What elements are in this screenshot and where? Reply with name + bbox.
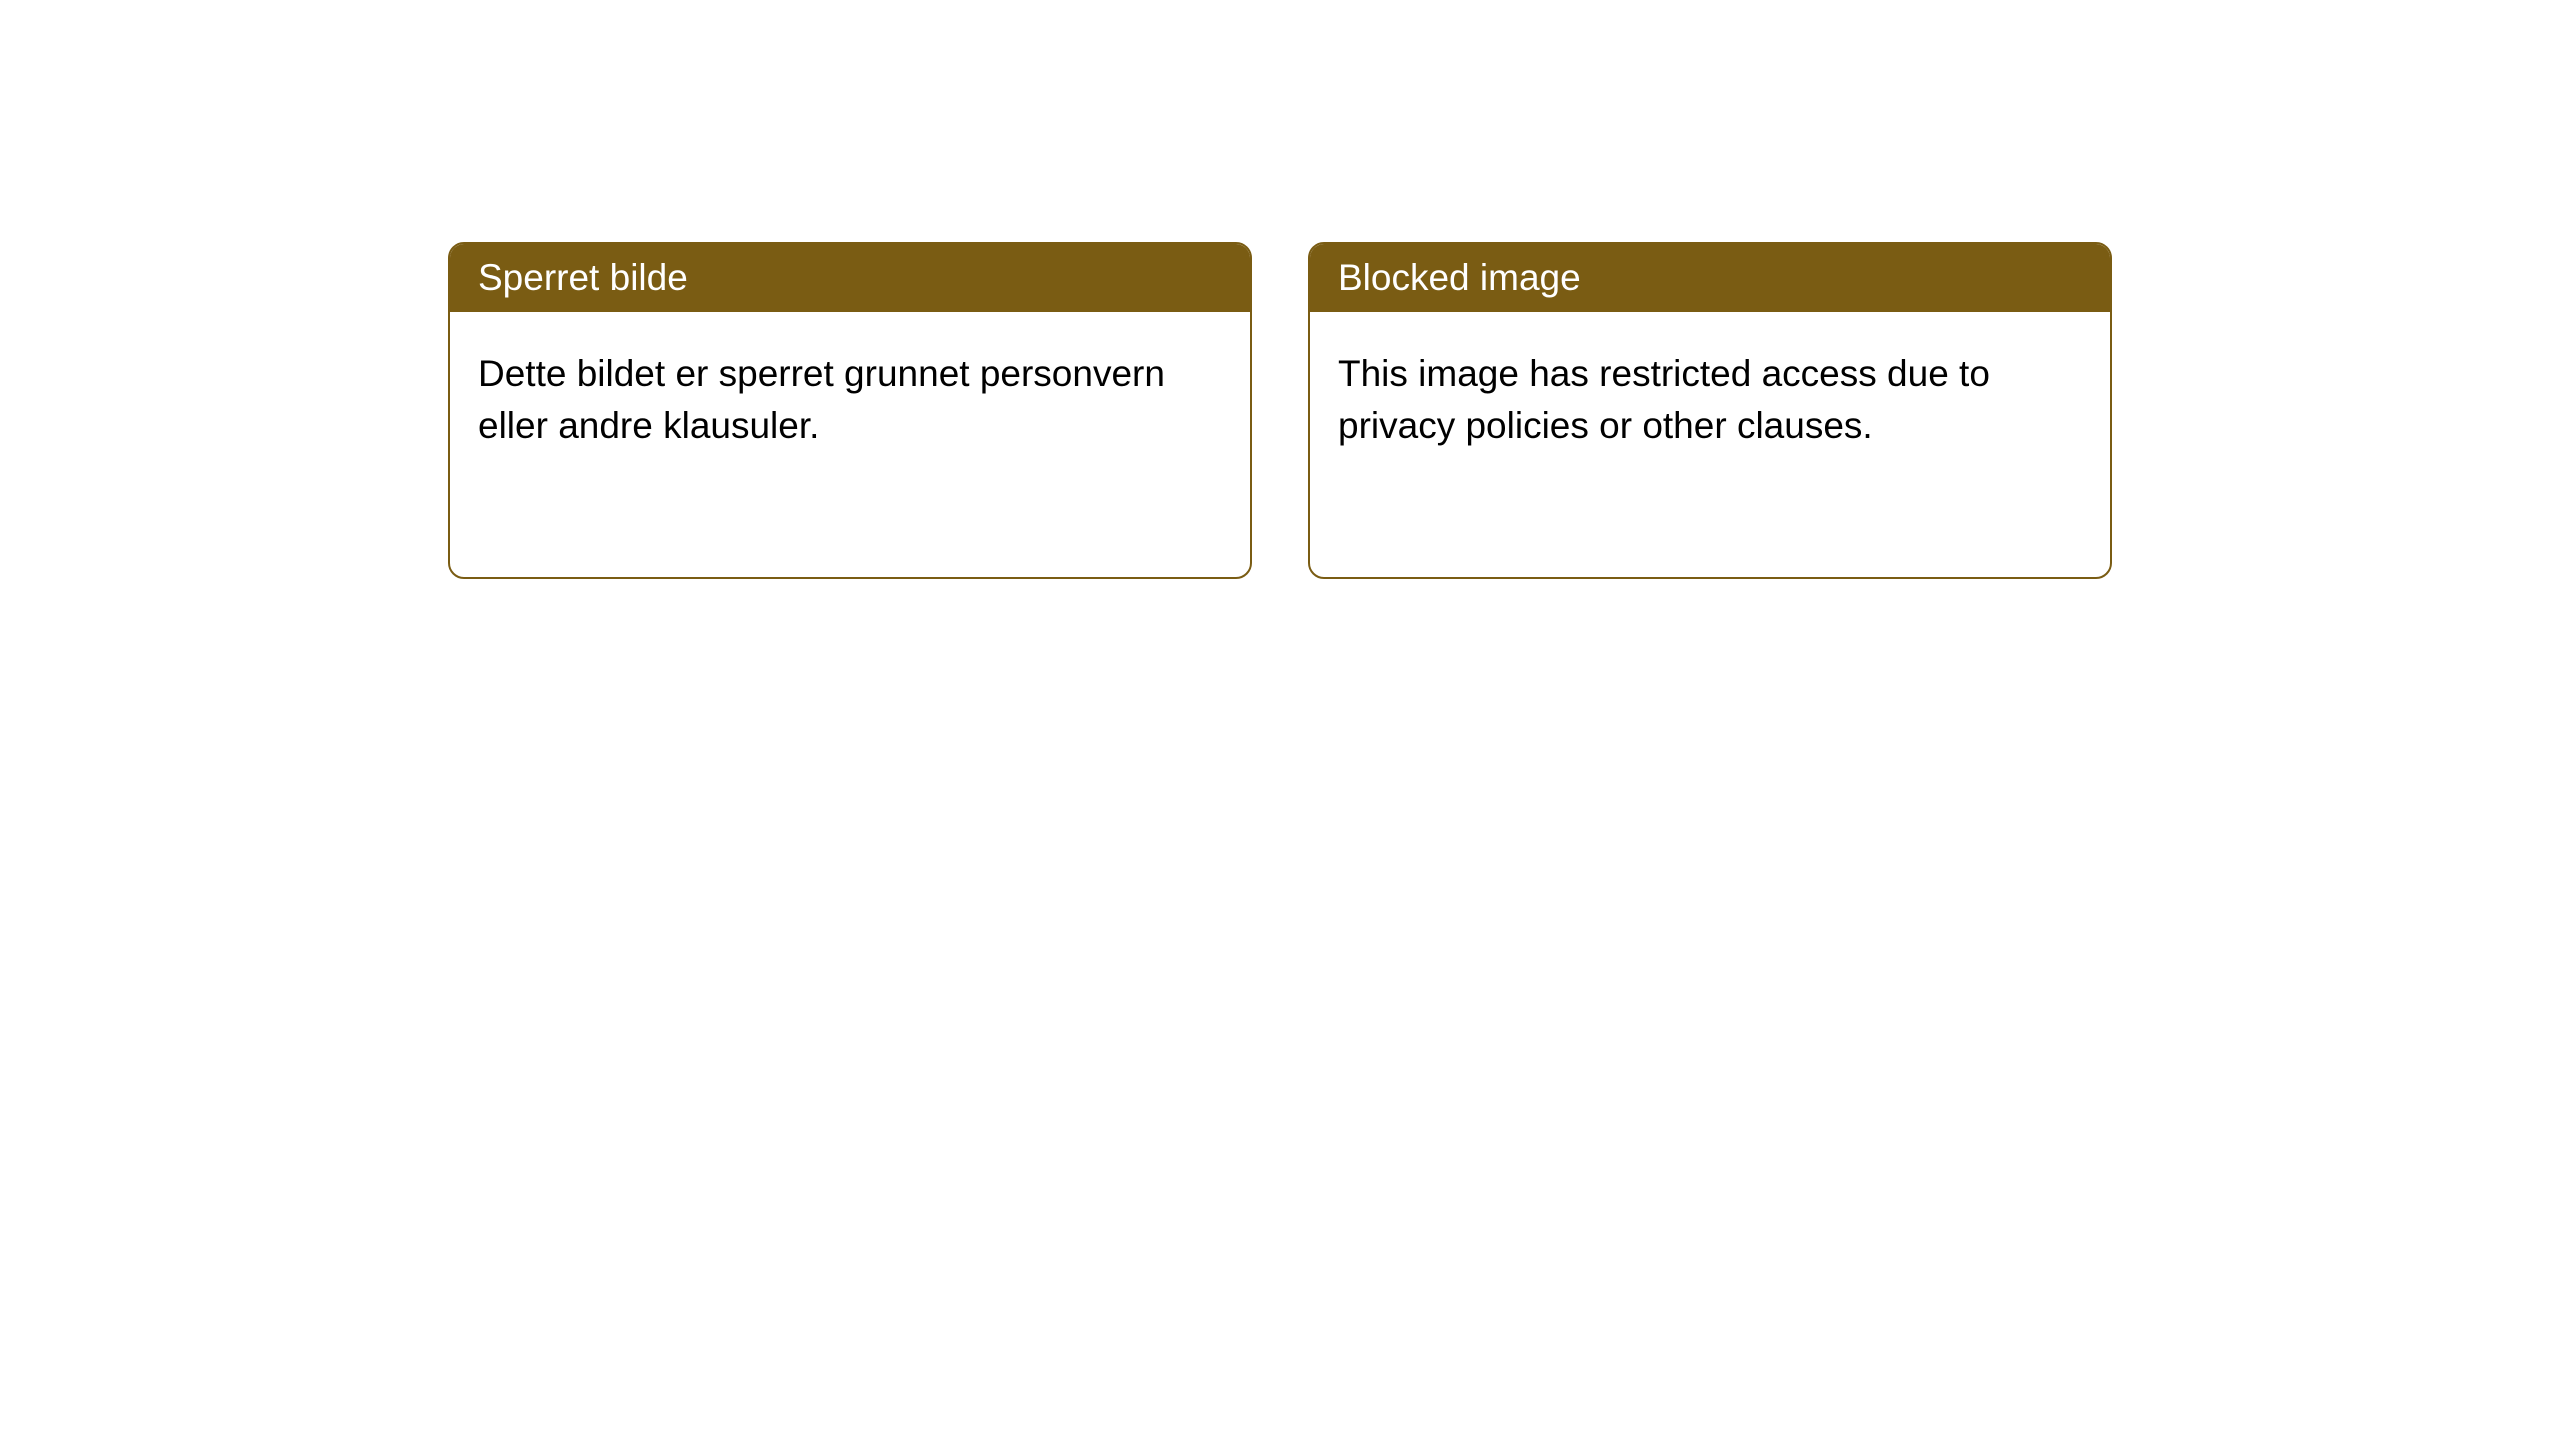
- notice-container: Sperret bilde Dette bildet er sperret gr…: [0, 0, 2560, 579]
- card-title: Blocked image: [1338, 257, 1581, 298]
- card-title: Sperret bilde: [478, 257, 688, 298]
- notice-card-english: Blocked image This image has restricted …: [1308, 242, 2112, 579]
- notice-card-norwegian: Sperret bilde Dette bildet er sperret gr…: [448, 242, 1252, 579]
- card-body-text: Dette bildet er sperret grunnet personve…: [478, 353, 1165, 446]
- card-header: Blocked image: [1310, 244, 2110, 312]
- card-body: Dette bildet er sperret grunnet personve…: [450, 312, 1250, 488]
- card-body-text: This image has restricted access due to …: [1338, 353, 1990, 446]
- card-body: This image has restricted access due to …: [1310, 312, 2110, 488]
- card-header: Sperret bilde: [450, 244, 1250, 312]
